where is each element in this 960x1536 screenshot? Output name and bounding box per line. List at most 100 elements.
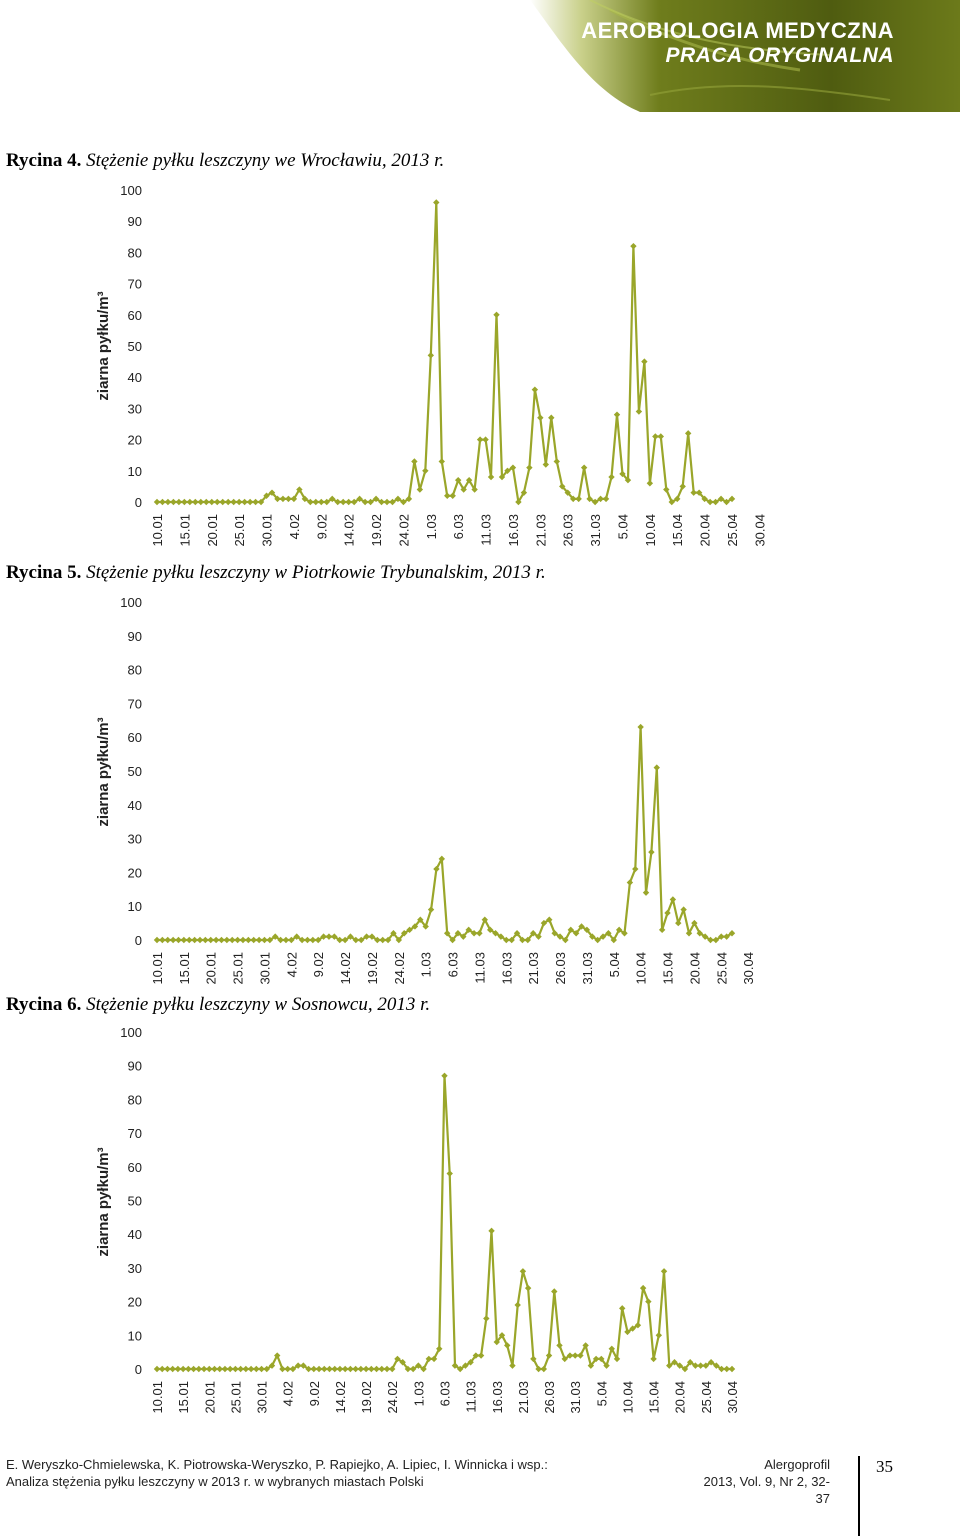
x-tick-label: 5.04 [607, 952, 622, 977]
data-point [650, 1355, 657, 1363]
journal-name: AEROBIOLOGIA MEDYCZNA [581, 18, 894, 43]
data-point [331, 933, 338, 940]
data-point [587, 1362, 595, 1369]
data-point [540, 1365, 548, 1373]
data-point [685, 930, 693, 937]
data-point [422, 923, 429, 930]
data-point [483, 1315, 490, 1322]
y-tick-label: 40 [128, 1227, 142, 1242]
data-point [686, 1359, 694, 1366]
y-tick-label: 50 [128, 1194, 142, 1209]
data-point [580, 464, 588, 471]
data-point [610, 936, 617, 944]
data-point [613, 1355, 621, 1363]
x-tick-label: 30.04 [752, 514, 767, 547]
data-point [320, 933, 327, 940]
data-point [583, 926, 591, 934]
x-tick-label: 26.03 [561, 514, 576, 547]
data-point [577, 1352, 584, 1359]
data-point [562, 936, 569, 944]
data-point [230, 498, 237, 506]
data-point [341, 936, 349, 944]
data-point [252, 498, 259, 506]
data-point [153, 498, 161, 506]
x-tick-label: 10.04 [634, 952, 649, 985]
y-tick-label: 10 [128, 464, 142, 479]
data-point [362, 1365, 370, 1373]
x-tick-label: 24.02 [385, 1381, 400, 1414]
x-tick-label: 21.03 [526, 952, 541, 985]
x-tick-label: 14.02 [338, 952, 353, 985]
data-point [515, 498, 522, 506]
data-point [508, 936, 515, 944]
data-point [416, 486, 424, 493]
x-tick-label: 6.03 [451, 514, 466, 539]
x-tick-label: 10.01 [150, 952, 165, 985]
data-point [486, 926, 494, 934]
data-point [159, 498, 166, 506]
y-tick-label: 20 [128, 1295, 142, 1310]
data-point [288, 936, 295, 944]
footer-journal-name: Alergoprofil [764, 1457, 830, 1472]
x-tick-label: 10.04 [643, 514, 658, 547]
page-number: 35 [876, 1457, 893, 1476]
data-point [436, 1345, 443, 1352]
data-point [274, 495, 281, 503]
data-point [635, 408, 643, 415]
data-point [389, 498, 396, 506]
x-tick-label: 25.01 [231, 952, 246, 985]
data-point [571, 1352, 579, 1359]
figure-title: Stężenie pyłku leszczyny w Sosnowcu, 201… [86, 994, 431, 1015]
data-point [361, 498, 369, 506]
data-point [153, 936, 161, 944]
data-point [572, 930, 580, 937]
data-point [296, 486, 303, 493]
x-tick-label: 19.02 [365, 952, 380, 985]
data-point [279, 1365, 286, 1373]
data-point [411, 458, 418, 465]
data-point [196, 936, 204, 944]
series-line [157, 726, 733, 942]
data-point [639, 1284, 647, 1292]
data-point [352, 936, 360, 944]
data-point [702, 1362, 710, 1369]
article-type: PRACA ORYGINALNA [665, 44, 894, 67]
y-tick-label: 30 [128, 1261, 142, 1276]
data-point [728, 495, 736, 503]
line-chart-sosnowiec: 0 10 20 30 40 50 60 70 80 90 100 ziarna pyłku/m³ 10.… [95, 1025, 740, 1414]
y-tick-label: 50 [128, 339, 142, 354]
data-point [707, 1359, 715, 1366]
data-point [513, 930, 521, 937]
data-point [456, 1365, 464, 1373]
data-point [594, 936, 601, 944]
y-tick-label: 10 [128, 899, 142, 914]
data-point [339, 498, 347, 506]
footer-volume: 2013, Vol. 9, Nr 2, 32-37 [703, 1474, 830, 1506]
data-point [529, 930, 537, 937]
x-tick-label: 20.04 [687, 952, 702, 985]
data-point [415, 1362, 422, 1369]
x-tick-label: 21.03 [533, 514, 548, 547]
data-point [575, 495, 582, 503]
data-point [323, 498, 330, 506]
y-tick-label: 30 [128, 401, 142, 416]
data-point [476, 930, 483, 937]
x-tick-label: 25.04 [699, 1381, 714, 1414]
data-point [224, 498, 232, 506]
data-point [406, 926, 413, 934]
data-point [660, 1268, 668, 1275]
data-point [350, 498, 358, 506]
data-point [641, 358, 648, 365]
data-point [153, 1365, 161, 1373]
data-point [472, 1352, 480, 1359]
data-point [197, 498, 205, 506]
data-point [706, 498, 714, 506]
y-tick-label: 60 [128, 730, 142, 745]
y-tick-label: 20 [128, 865, 142, 880]
x-tick-label: 20.04 [698, 514, 713, 547]
data-point [718, 933, 725, 940]
figure-caption-6: Rycina 6. Stężenie pyłku leszczyny w Sos… [6, 994, 430, 1016]
x-tick-label: 30.04 [725, 1381, 740, 1414]
x-tick-label: 26.03 [542, 1381, 557, 1414]
data-point [241, 498, 248, 506]
